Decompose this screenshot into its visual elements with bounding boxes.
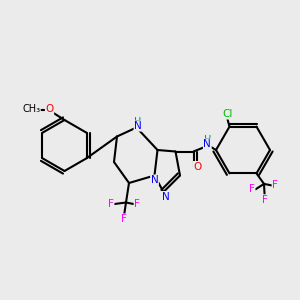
Text: N: N bbox=[162, 191, 170, 202]
Text: F: F bbox=[249, 184, 255, 194]
Text: N: N bbox=[134, 121, 142, 131]
Text: O: O bbox=[193, 161, 202, 172]
Text: F: F bbox=[108, 199, 114, 209]
Text: H: H bbox=[204, 135, 211, 145]
Text: H: H bbox=[134, 117, 142, 127]
Text: F: F bbox=[134, 199, 140, 209]
Text: Cl: Cl bbox=[222, 109, 232, 119]
Text: O: O bbox=[45, 104, 54, 115]
Text: F: F bbox=[121, 214, 127, 224]
Text: N: N bbox=[151, 175, 158, 185]
Text: F: F bbox=[272, 180, 278, 190]
Text: CH₃: CH₃ bbox=[22, 104, 40, 115]
Text: N: N bbox=[203, 139, 211, 149]
Text: F: F bbox=[262, 195, 268, 205]
